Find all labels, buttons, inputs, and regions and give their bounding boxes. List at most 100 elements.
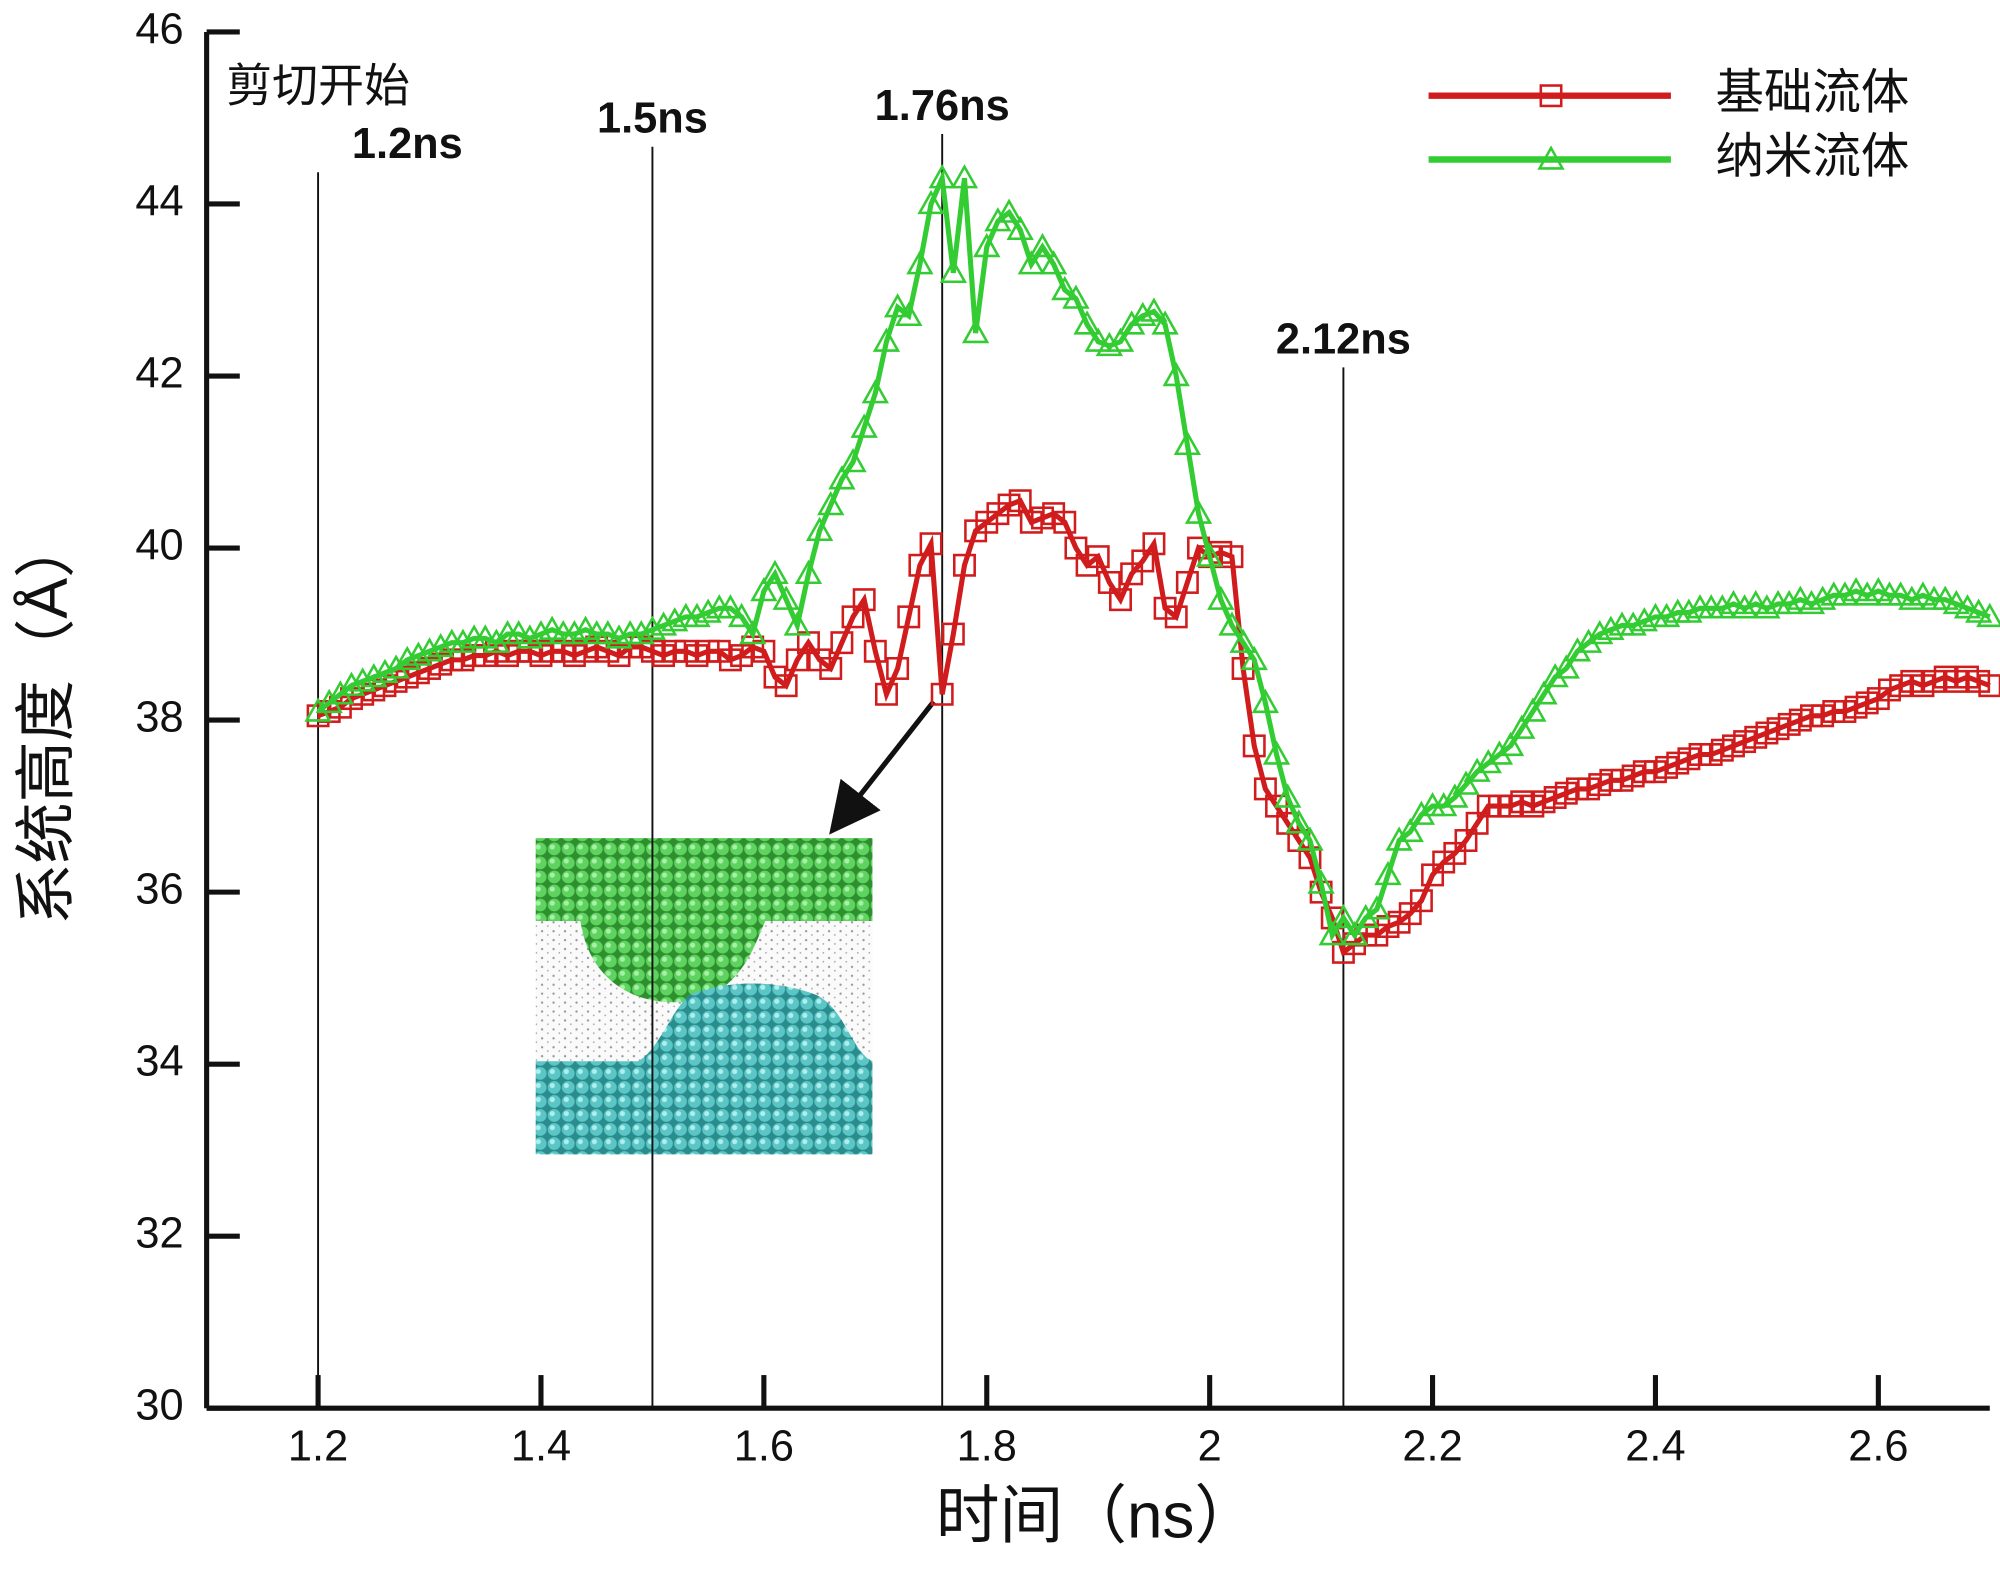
- marker: [1262, 740, 1291, 765]
- marker: [1006, 215, 1034, 240]
- marker: [649, 611, 678, 636]
- marker: [1496, 731, 1525, 757]
- marker: [852, 588, 876, 612]
- marker: [805, 516, 834, 542]
- marker: [1474, 749, 1502, 774]
- inset-image: [535, 838, 873, 1155]
- x-tick-label: 2.2: [1402, 1422, 1462, 1470]
- marker: [1909, 581, 1937, 606]
- marker: [683, 602, 711, 628]
- marker: [1452, 770, 1480, 795]
- arrow: [829, 700, 936, 835]
- marker: [1775, 589, 1803, 615]
- marker: [1164, 605, 1188, 629]
- y-tick-label: 30: [135, 1382, 183, 1430]
- marker: [1430, 792, 1458, 817]
- marker: [1563, 637, 1592, 662]
- marker: [828, 465, 856, 490]
- x-tick-label: 2: [1198, 1422, 1222, 1470]
- marker: [886, 656, 910, 680]
- marker: [1117, 310, 1146, 335]
- marker: [1407, 800, 1436, 825]
- marker: [1151, 310, 1179, 335]
- marker: [1541, 662, 1569, 688]
- marker: [1051, 275, 1079, 301]
- marker: [1086, 545, 1110, 569]
- marker: [1978, 674, 2000, 698]
- y-tick-label: 38: [135, 694, 183, 742]
- marker: [1028, 232, 1057, 258]
- marker: [560, 619, 589, 645]
- marker: [1485, 740, 1514, 765]
- marker: [1053, 510, 1077, 534]
- legend-label: 纳米流体: [1716, 129, 1910, 183]
- x-tick-label: 1.8: [957, 1422, 1017, 1470]
- marker: [538, 615, 566, 640]
- marker: [1574, 628, 1603, 653]
- marker: [872, 327, 901, 352]
- marker: [1842, 576, 1870, 602]
- marker: [471, 624, 499, 649]
- marker: [727, 602, 756, 628]
- y-tick-label: 40: [135, 522, 183, 570]
- marker: [1173, 430, 1202, 456]
- marker: [1708, 594, 1736, 619]
- marker: [348, 667, 377, 692]
- marker: [1552, 654, 1580, 679]
- marker: [1898, 585, 1926, 610]
- marker: [1220, 545, 1244, 569]
- marker: [863, 639, 887, 663]
- marker: [1953, 594, 1982, 619]
- marker: [371, 658, 399, 683]
- x-tick-label: 2.6: [1848, 1422, 1908, 1470]
- marker: [1539, 84, 1563, 108]
- marker: [952, 553, 976, 577]
- marker: [1017, 250, 1046, 275]
- marker: [1084, 327, 1112, 352]
- y-tick-label: 36: [135, 866, 183, 914]
- marker: [1730, 594, 1759, 619]
- marker: [482, 628, 511, 653]
- marker: [917, 189, 945, 215]
- x-tick-label: 1.4: [511, 1422, 571, 1470]
- y-tick-label: 42: [135, 349, 183, 397]
- marker: [427, 632, 455, 658]
- annotation-label: 1.5ns: [597, 95, 708, 143]
- marker: [1864, 576, 1893, 602]
- marker: [505, 619, 533, 645]
- marker: [527, 619, 555, 645]
- marker: [449, 628, 477, 653]
- annotation-label: 剪切开始: [226, 59, 410, 111]
- marker: [1886, 581, 1915, 606]
- marker: [1184, 499, 1213, 524]
- marker: [638, 615, 667, 640]
- marker: [1307, 869, 1335, 894]
- marker: [761, 559, 789, 585]
- marker: [1207, 585, 1235, 610]
- series-line: [316, 168, 1991, 942]
- marker: [1175, 570, 1199, 594]
- marker: [1675, 598, 1703, 623]
- annotation-label: 2.12ns: [1276, 315, 1411, 363]
- marker: [1537, 145, 1565, 170]
- marker: [304, 697, 332, 722]
- marker: [1363, 895, 1391, 920]
- series: [306, 489, 2000, 964]
- marker: [1073, 310, 1101, 335]
- marker: [817, 490, 845, 516]
- marker: [1095, 331, 1124, 357]
- marker: [794, 559, 823, 585]
- y-tick-label: 34: [135, 1038, 183, 1086]
- marker: [1318, 921, 1346, 946]
- marker: [961, 318, 990, 344]
- marker: [1719, 589, 1748, 615]
- marker: [1652, 602, 1681, 628]
- marker: [382, 654, 410, 679]
- marker: [883, 293, 912, 318]
- marker: [1753, 594, 1781, 619]
- x-tick-label: 2.4: [1625, 1422, 1685, 1470]
- marker: [1106, 327, 1135, 352]
- marker: [783, 611, 811, 636]
- marker: [839, 447, 867, 473]
